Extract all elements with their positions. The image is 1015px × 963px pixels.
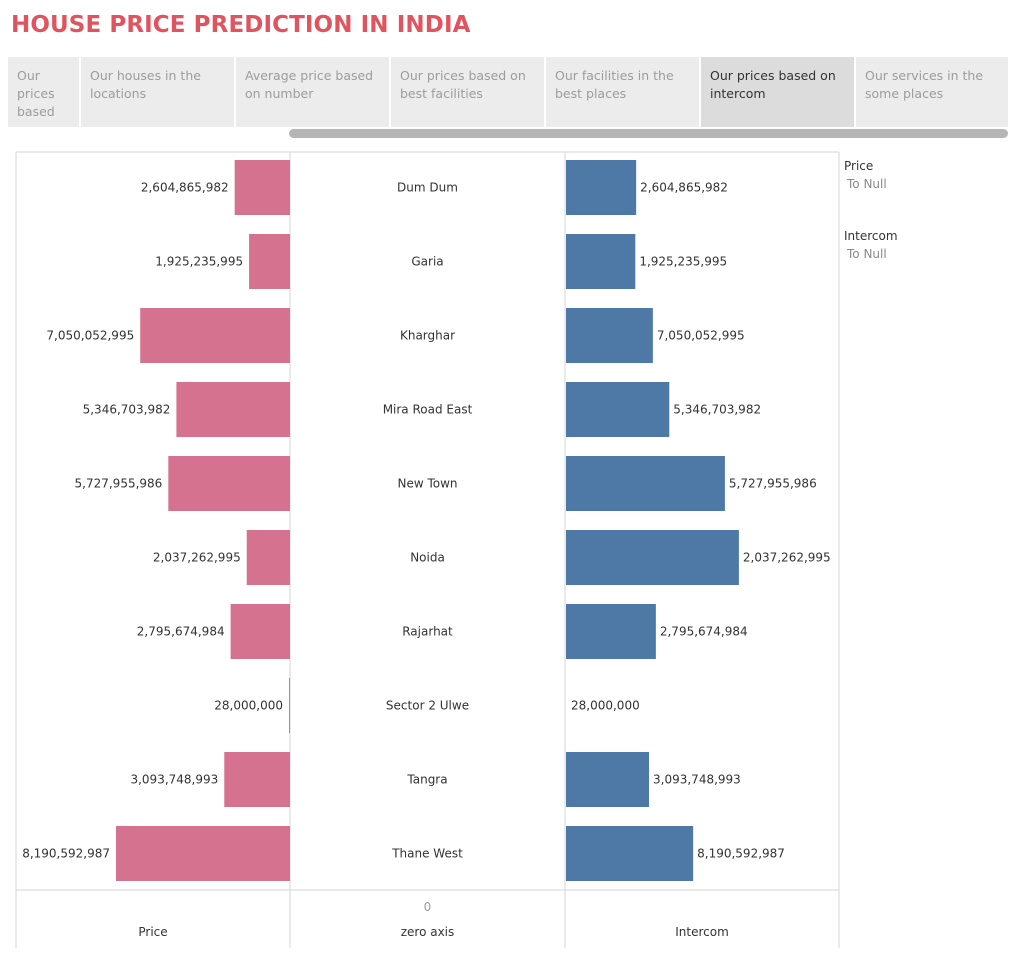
intercom-axis-title: Intercom	[675, 925, 729, 939]
intercom-bar	[566, 308, 653, 363]
intercom-bar	[566, 530, 739, 585]
price-bar	[140, 308, 290, 363]
category-label: Noida	[410, 551, 445, 565]
legend-intercom-value: To Null	[847, 247, 887, 261]
price-bar	[168, 456, 290, 511]
page-title: HOUSE PRICE PREDICTION IN INDIA	[11, 12, 471, 38]
price-bar	[224, 752, 290, 807]
tab-prices-based-on[interactable]: Our prices based on ..	[8, 57, 79, 127]
zero-axis-title: zero axis	[401, 925, 455, 939]
tab-facilities-best-places[interactable]: Our facilities in the best places	[546, 57, 699, 127]
category-label: Tangra	[406, 773, 447, 787]
tab-services-some-places[interactable]: Our services in the some places	[856, 57, 1008, 127]
price-axis-title: Price	[138, 925, 167, 939]
price-value-label: 2,037,262,995	[153, 551, 241, 565]
price-bar	[230, 604, 290, 659]
price-bar	[289, 678, 290, 733]
intercom-value-label: 3,093,748,993	[653, 773, 741, 787]
intercom-value-label: 2,037,262,995	[743, 551, 831, 565]
category-label: Kharghar	[400, 329, 455, 343]
intercom-value-label: 8,190,592,987	[697, 847, 785, 861]
tab-prices-intercom[interactable]: Our prices based on intercom	[701, 57, 854, 127]
intercom-value-label: 5,346,703,982	[673, 403, 761, 417]
tab-average-price-number[interactable]: Average price based on number	[236, 57, 389, 127]
intercom-bar	[566, 234, 636, 289]
intercom-value-label: 7,050,052,995	[657, 329, 745, 343]
price-value-label: 5,346,703,982	[83, 403, 171, 417]
intercom-bar	[566, 382, 670, 437]
price-value-label: 8,190,592,987	[22, 847, 110, 861]
intercom-bar	[566, 456, 725, 511]
price-value-label: 1,925,235,995	[155, 255, 243, 269]
price-value-label: 2,795,674,984	[137, 625, 225, 639]
price-bar	[246, 530, 290, 585]
intercom-value-label: 2,795,674,984	[660, 625, 748, 639]
price-bar	[176, 382, 290, 437]
intercom-value-label: 2,604,865,982	[640, 181, 728, 195]
intercom-bar	[566, 826, 694, 881]
intercom-value-label: 28,000,000	[571, 699, 640, 713]
intercom-bar	[566, 604, 656, 659]
price-bar	[249, 234, 290, 289]
price-bar	[234, 160, 290, 215]
intercom-bar	[566, 160, 637, 215]
tab-houses-in-locations[interactable]: Our houses in the locations	[81, 57, 234, 127]
tabs-scrollbar[interactable]	[289, 129, 1008, 138]
intercom-bar	[566, 752, 650, 807]
category-label: Garia	[411, 255, 443, 269]
legend-price-value: To Null	[847, 177, 887, 191]
price-value-label: 28,000,000	[214, 699, 283, 713]
legend-intercom[interactable]: Intercom To Null	[844, 227, 898, 263]
intercom-value-label: 1,925,235,995	[639, 255, 727, 269]
dashboard-tabs: Our prices based on .. Our houses in the…	[8, 57, 1008, 127]
category-label: New Town	[397, 477, 457, 491]
price-value-label: 3,093,748,993	[130, 773, 218, 787]
legend-price-title: Price	[844, 159, 874, 173]
price-bar	[116, 826, 290, 881]
price-value-label: 5,727,955,986	[75, 477, 163, 491]
category-label: Dum Dum	[397, 181, 458, 195]
legend-intercom-title: Intercom	[844, 229, 898, 243]
intercom-value-label: 5,727,955,986	[729, 477, 817, 491]
category-label: Thane West	[391, 847, 463, 861]
category-label: Mira Road East	[383, 403, 473, 417]
category-label: Sector 2 Ulwe	[386, 699, 469, 713]
price-value-label: 2,604,865,982	[141, 181, 229, 195]
price-value-label: 7,050,052,995	[46, 329, 134, 343]
category-label: Rajarhat	[402, 625, 453, 639]
tab-prices-best-facilities[interactable]: Our prices based on best facilities	[391, 57, 544, 127]
zero-axis-tick: 0	[424, 900, 432, 914]
legend-price[interactable]: Price To Null	[844, 157, 887, 193]
